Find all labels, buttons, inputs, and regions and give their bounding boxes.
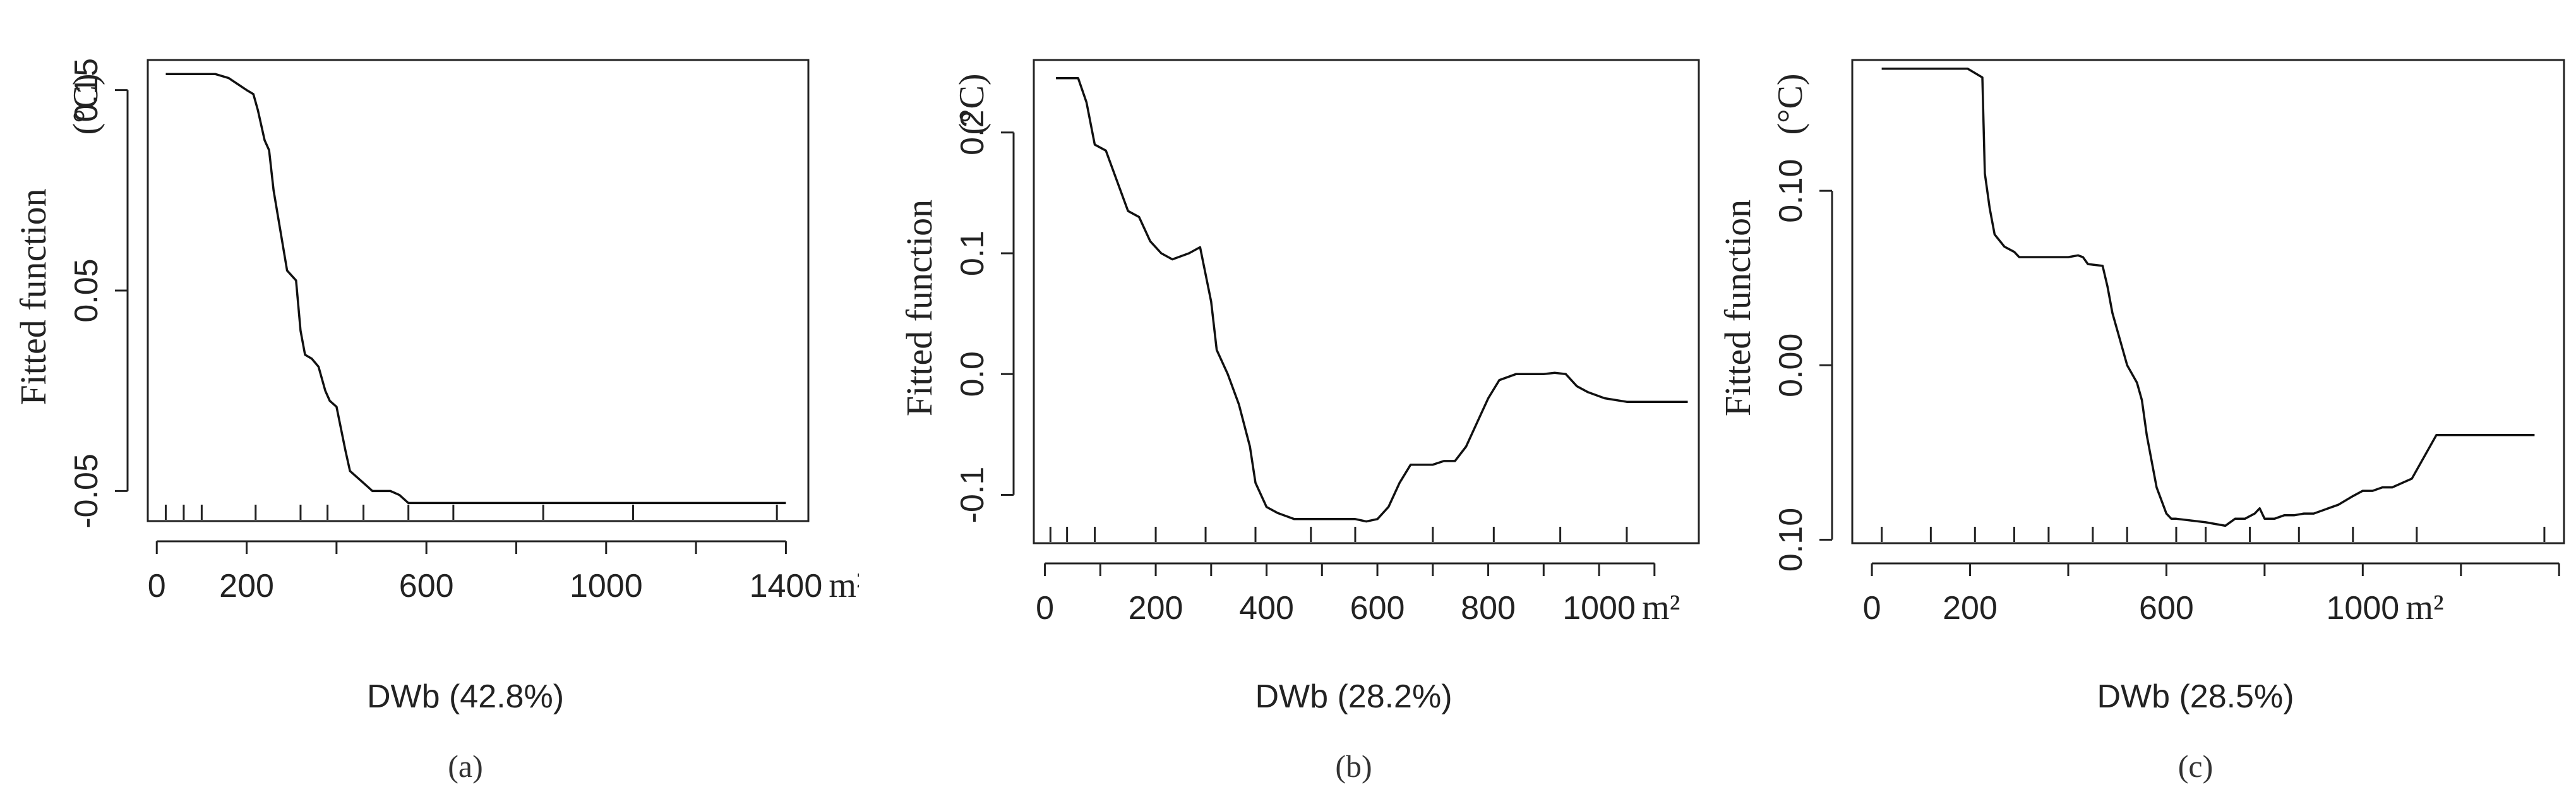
chart-svg-c: 0 200 600 1000 m² 0.10 0.00 0.10 Fitted function… — [1718, 59, 2565, 784]
plot-frame — [1851, 59, 2565, 544]
y-tick-label: 0.00 — [1773, 333, 1809, 397]
y-axis-title: Fitted function — [1718, 200, 1758, 416]
x-tick-label: 0 — [1863, 590, 1881, 627]
x-tick-label: 1000 — [570, 568, 643, 604]
panel-label: (a) — [448, 748, 483, 784]
fitted-line — [1881, 68, 2535, 527]
y-tick-label: 0.1 — [954, 231, 991, 276]
chart-panel-a: 0 200 600 1000 1400m² -0.05 0.05 0.15 Fitted fun… — [0, 0, 859, 799]
y-tick-label: -0.1 — [954, 467, 991, 524]
y-unit-label: (°C) — [1771, 73, 1810, 135]
x-axis-title: DWb (28.5%) — [2097, 678, 2294, 715]
y-tick-label: -0.05 — [68, 454, 105, 529]
fitted-line — [1056, 76, 1688, 523]
x-tick-label: 1400 — [750, 568, 823, 604]
x-tick-label: 400 — [1239, 590, 1294, 627]
y-tick-label: 0.0 — [954, 351, 991, 397]
x-tick-label: 1000 — [1562, 590, 1636, 627]
plot-frame — [147, 59, 810, 522]
y-tick-label: 0.05 — [68, 258, 105, 322]
x-tick-label: 200 — [1943, 590, 1998, 627]
x-tick-label: 600 — [1350, 590, 1405, 627]
y-tick-label: 0.10 — [1773, 508, 1809, 572]
x-unit-label: m² — [1642, 588, 1680, 627]
y-tick-label: 0.2 — [954, 110, 991, 155]
chart-panel-c: 0 200 600 1000 m² 0.10 0.00 0.10 Fitted function… — [1718, 0, 2576, 799]
x-tick-label: 200 — [219, 568, 274, 604]
y-tick-label: 0.15 — [68, 58, 105, 122]
x-axis-title: DWb (42.8%) — [367, 678, 564, 715]
x-tick-label: 600 — [2139, 590, 2194, 627]
x-axis-title: DWb (28.2%) — [1255, 678, 1452, 715]
x-tick-label: 0 — [148, 568, 166, 604]
y-axis-title: Fitted function — [13, 188, 54, 405]
fitted-line — [165, 73, 786, 505]
chart-svg-a: 0 200 600 1000 1400m² -0.05 0.05 0.15 Fitted fun… — [13, 58, 859, 784]
x-unit-label: m² — [829, 566, 859, 605]
panel-label: (c) — [2178, 748, 2214, 784]
x-tick-label: 800 — [1461, 590, 1516, 627]
y-unit-label: (°C) — [952, 73, 991, 135]
plot-frame — [1033, 59, 1700, 544]
panel-label: (b) — [1335, 748, 1372, 784]
chart-panel-b: 0 200 400 600 800 1000 m² -0.1 0.0 0.1 0.2 Fitted f… — [859, 0, 1718, 799]
y-tick-label: 0.10 — [1773, 159, 1809, 223]
x-tick-label: 0 — [1036, 590, 1054, 627]
y-axis-title: Fitted function — [899, 200, 940, 416]
x-tick-label: 600 — [399, 568, 454, 604]
y-unit-label: (°C) — [66, 73, 105, 135]
chart-svg-b: 0 200 400 600 800 1000 m² -0.1 0.0 0.1 0.2 Fitted f… — [899, 59, 1700, 784]
x-tick-label: 200 — [1129, 590, 1183, 627]
x-unit-label: m² — [2405, 588, 2443, 627]
x-tick-label: 1000 — [2326, 590, 2399, 627]
